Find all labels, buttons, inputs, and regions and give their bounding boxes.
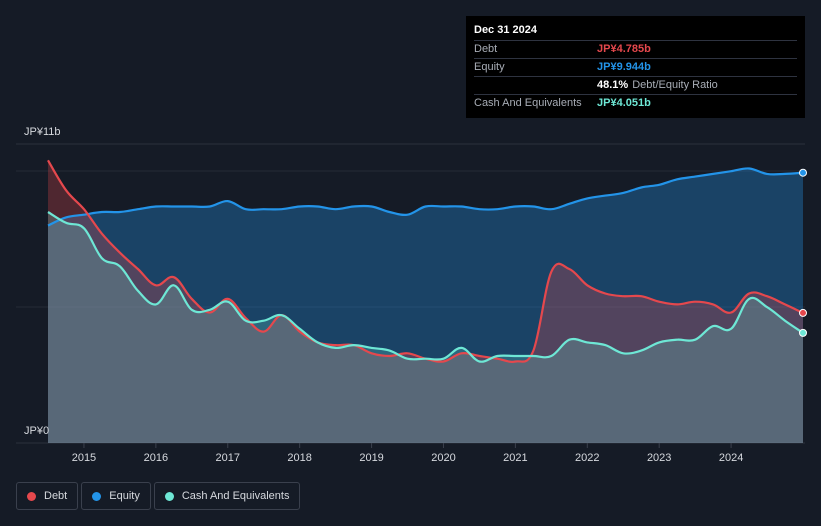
tooltip-row-ratio: 48.1% Debt/Equity Ratio (474, 76, 797, 94)
x-tick-label: 2022 (575, 452, 599, 464)
x-tick-label: 2017 (216, 452, 240, 464)
x-axis-ticks: 2015 2016 2017 2018 2019 2020 2021 2022 2023 2024 (72, 443, 743, 464)
legend-dot-cash-icon (164, 491, 174, 501)
legend-dot-debt-icon (27, 491, 36, 501)
tooltip-debt-label: Debt (474, 43, 498, 55)
tooltip-row-debt: Debt JP¥4.785b (474, 40, 797, 58)
tooltip-ratio-value: 48.1% (597, 79, 629, 91)
gridlines (16, 143, 805, 444)
x-tick-label: 2016 (144, 452, 168, 464)
x-tick-label: 2020 (431, 452, 455, 464)
tooltip-equity-label: Equity (474, 61, 505, 73)
tooltip-ratio-label (474, 77, 597, 94)
end-marker-equity (799, 168, 807, 177)
x-tick-label: 2024 (719, 452, 743, 464)
legend-dot-equity-icon (92, 491, 102, 501)
end-marker-debt (799, 308, 807, 317)
y-axis-max-label: JP¥11b (24, 126, 61, 138)
x-tick-label: 2018 (287, 452, 311, 464)
x-tick-label: 2023 (647, 452, 671, 464)
series-end-markers (799, 168, 807, 337)
tooltip-equity-value: JP¥9.944b (597, 61, 651, 73)
legend-label-cash: Cash And Equivalents (181, 490, 290, 502)
tooltip-debt-value: JP¥4.785b (597, 43, 651, 55)
legend-item-cash[interactable]: Cash And Equivalents (153, 482, 301, 510)
tooltip-row-cash: Cash And Equivalents JP¥4.051b (474, 94, 797, 112)
area-cash-and-equivalents (48, 212, 803, 443)
end-marker-cash-and-equivalents (799, 328, 807, 337)
tooltip-cash-label: Cash And Equivalents (474, 97, 582, 109)
x-tick-label: 2019 (359, 452, 383, 464)
line-cash-and-equivalents (47, 211, 804, 363)
tooltip-row-equity: Equity JP¥9.944b (474, 58, 797, 76)
data-tooltip: Dec 31 2024 Debt JP¥4.785b Equity JP¥9.9… (466, 16, 805, 118)
legend-label-debt: Debt (44, 490, 68, 502)
series-areas (48, 160, 803, 444)
series-lines (47, 159, 804, 363)
tooltip-date: Dec 31 2024 (474, 24, 537, 36)
legend-item-equity[interactable]: Equity (81, 482, 151, 510)
tooltip-cash-value: JP¥4.051b (597, 97, 651, 109)
x-tick-label: 2021 (503, 452, 527, 464)
area-debt (48, 160, 803, 444)
line-equity (47, 167, 804, 227)
x-tick-label: 2015 (72, 452, 96, 464)
tooltip-ratio-caption: Debt/Equity Ratio (632, 79, 718, 91)
legend-label-equity: Equity (109, 490, 140, 502)
chart-legend: Debt Equity Cash And Equivalents (16, 482, 301, 510)
area-equity (48, 168, 803, 443)
legend-item-debt[interactable]: Debt (16, 482, 79, 510)
y-axis-zero-label: JP¥0 (24, 425, 50, 437)
